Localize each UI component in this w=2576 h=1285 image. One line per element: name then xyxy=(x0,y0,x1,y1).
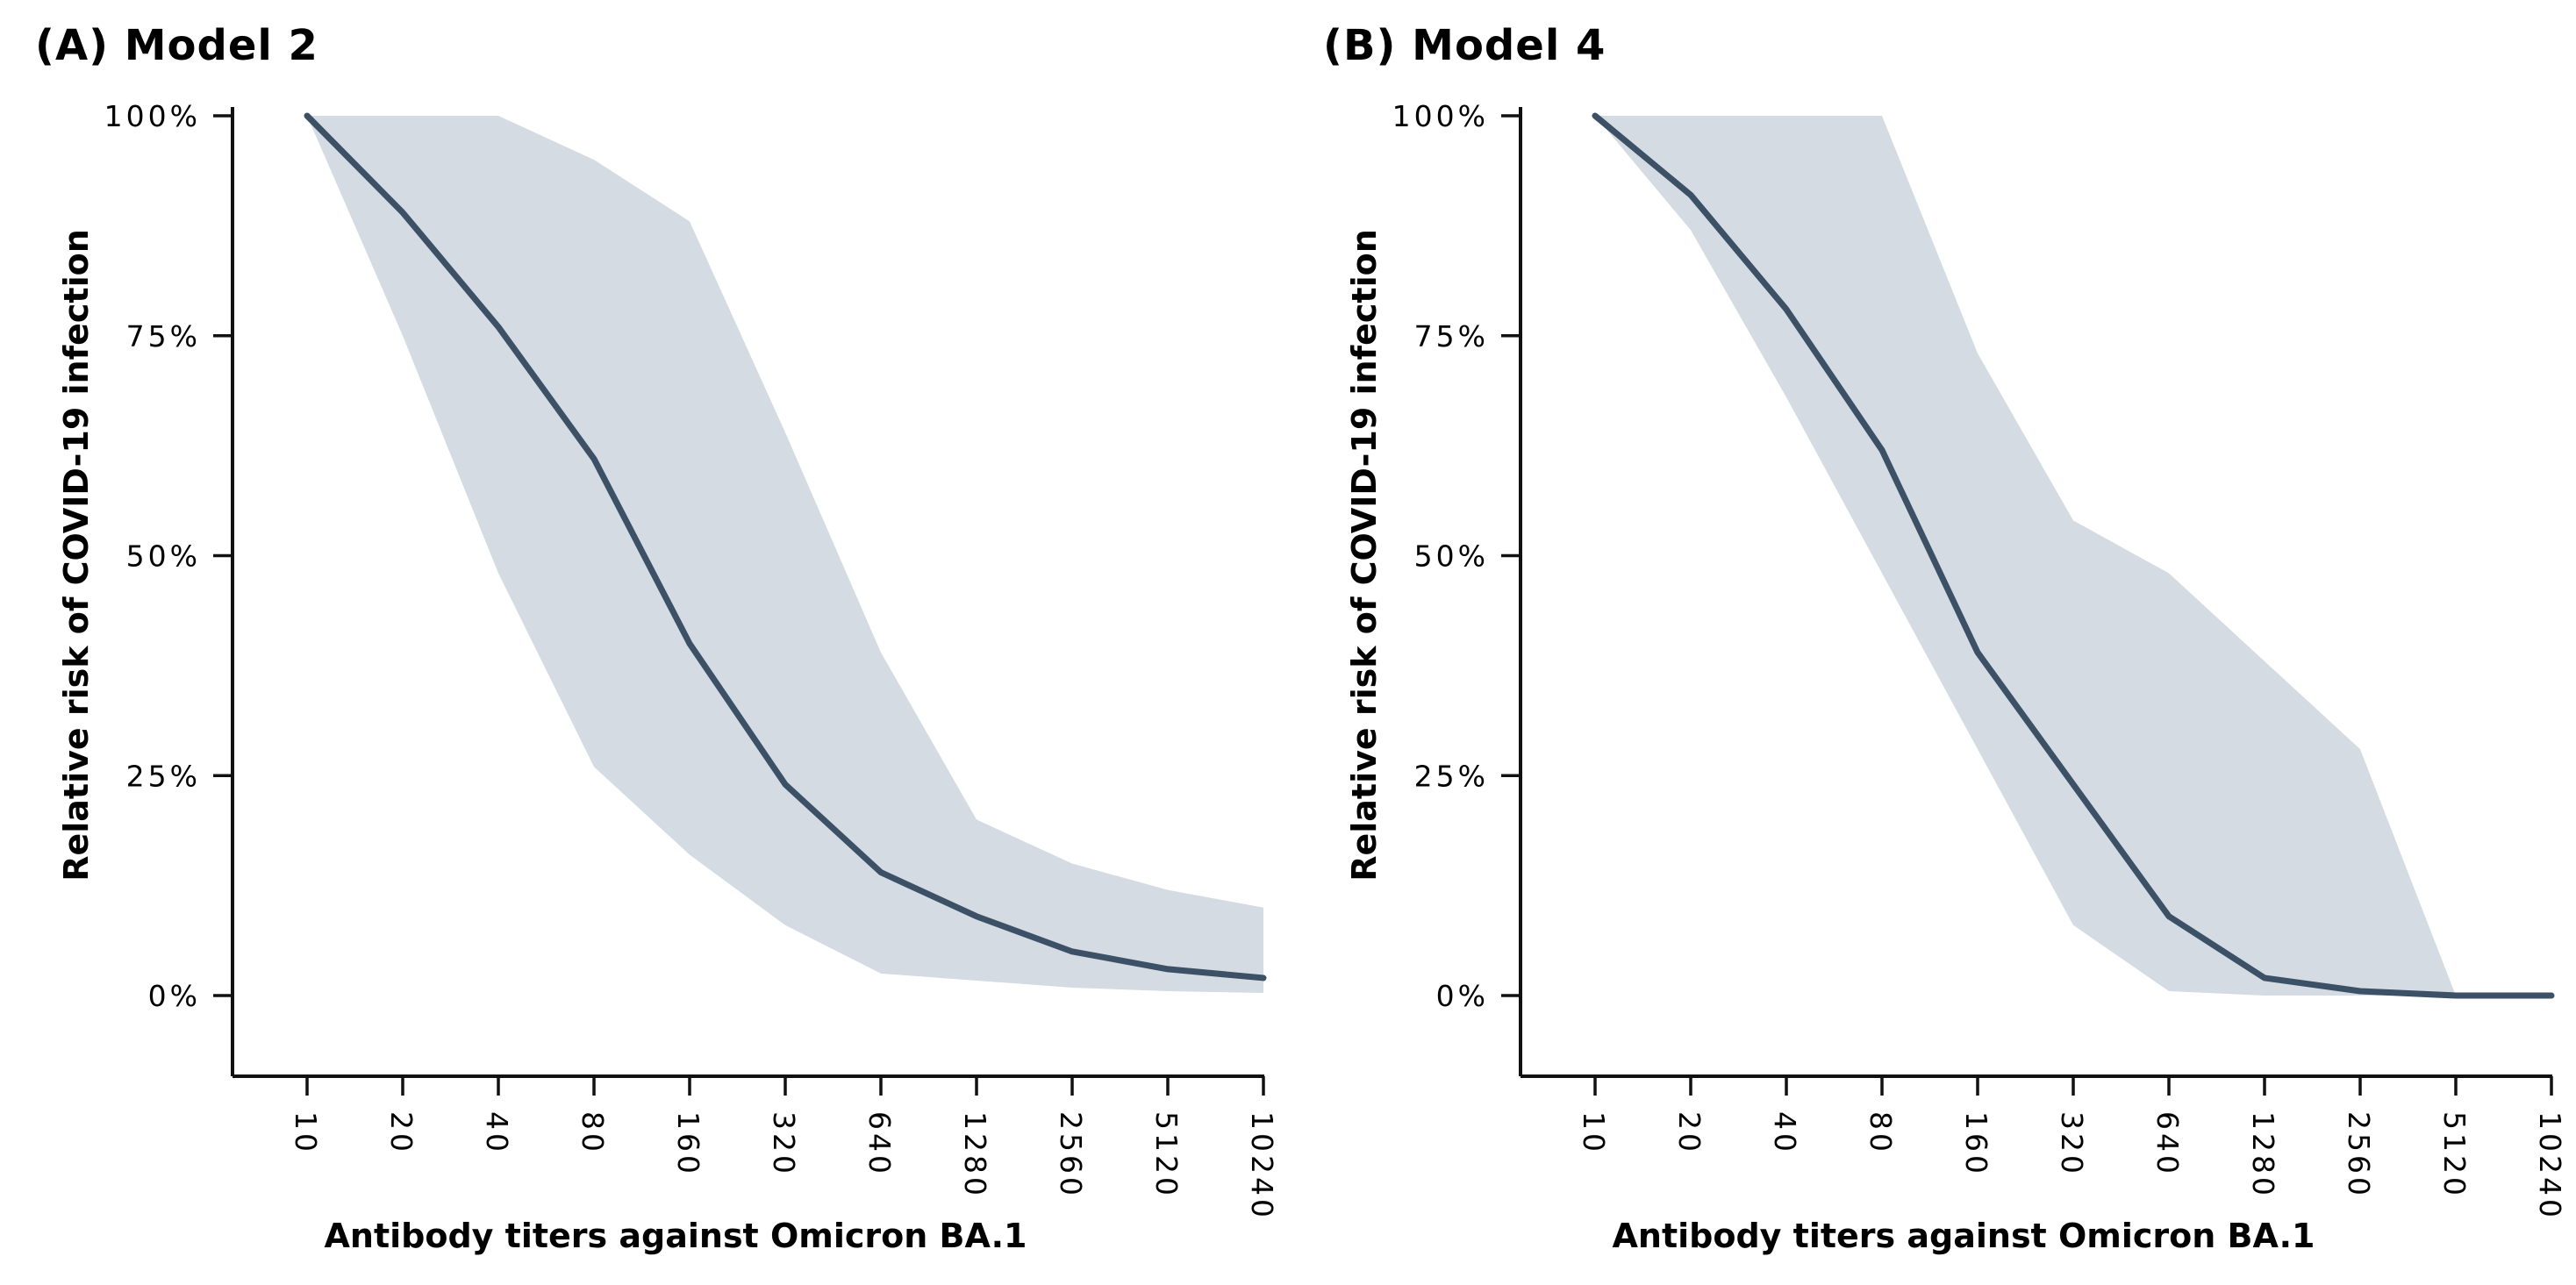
panel-model-4: (B) Model 4 Relative risk of COVID-19 in… xyxy=(1288,0,2576,1285)
y-tick-label: 25% xyxy=(1414,759,1489,793)
x-tick-label: 20 xyxy=(384,1111,419,1155)
x-tick-label: 640 xyxy=(2150,1111,2185,1177)
plot-area: 0% 25% 50% 75% 100% 10 20 40 80 160 320 640 1280 2560… xyxy=(1392,99,2567,1221)
x-tick-label: 5120 xyxy=(2437,1111,2472,1199)
x-tick-label: 1280 xyxy=(958,1111,992,1199)
x-tick-label: 80 xyxy=(576,1111,610,1155)
x-tick-label: 320 xyxy=(2055,1111,2089,1177)
y-tick-label: 100% xyxy=(1392,99,1489,133)
panel-model-2: (A) Model 2 Relative risk of COVID-19 in… xyxy=(35,21,1279,1255)
chart-model-2: (A) Model 2 Relative risk of COVID-19 in… xyxy=(35,21,1279,1255)
x-tick-label: 20 xyxy=(1672,1111,1707,1155)
y-tick-label: 50% xyxy=(1414,539,1489,574)
x-tick-label: 10240 xyxy=(2533,1111,2567,1221)
x-tick-label: 2560 xyxy=(1054,1111,1088,1199)
x-tick-label: 80 xyxy=(1864,1111,1898,1155)
x-axis-title: Antibody titers against Omicron BA.1 xyxy=(1613,1217,2315,1255)
risk-line xyxy=(304,112,1267,982)
y-axis-title: Relative risk of COVID-19 infection xyxy=(1345,229,1384,882)
x-axis-title: Antibody titers against Omicron BA.1 xyxy=(325,1217,1027,1255)
x-tick-label: 10 xyxy=(289,1111,323,1155)
confidence-band xyxy=(307,116,1263,993)
y-tick-label: 50% xyxy=(126,539,201,574)
x-tick-label: 40 xyxy=(480,1111,514,1155)
chart-model-4: (B) Model 4 Relative risk of COVID-19 in… xyxy=(1323,21,2567,1255)
x-tick-label: 160 xyxy=(1959,1111,1993,1177)
y-tick-label: 0% xyxy=(148,979,201,1013)
y-tick-label: 0% xyxy=(1436,979,1489,1013)
panel-title: (A) Model 2 xyxy=(35,21,318,70)
y-tick-label: 75% xyxy=(1414,319,1489,353)
y-tick-label: 75% xyxy=(126,319,201,353)
x-tick-label: 160 xyxy=(671,1111,705,1177)
y-tick-label: 25% xyxy=(126,759,201,793)
x-tick-label: 640 xyxy=(862,1111,897,1177)
x-tick-label: 40 xyxy=(1768,1111,1802,1155)
y-tick-label: 100% xyxy=(104,99,201,133)
x-tick-label: 10240 xyxy=(1245,1111,1279,1221)
plot-area: 0% 25% 50% 75% 100% 10 20 40 80 160 320 640 1280 2560… xyxy=(104,99,1279,1221)
x-tick-label: 2560 xyxy=(2342,1111,2376,1199)
panel-title: (B) Model 4 xyxy=(1323,21,1606,70)
x-tick-label: 1280 xyxy=(2246,1111,2280,1199)
confidence-band xyxy=(1595,116,2551,996)
risk-line xyxy=(1592,112,2555,999)
y-axis-title: Relative risk of COVID-19 infection xyxy=(57,229,96,882)
x-tick-label: 5120 xyxy=(1149,1111,1184,1199)
x-tick-label: 10 xyxy=(1577,1111,1611,1155)
x-tick-label: 320 xyxy=(767,1111,801,1177)
